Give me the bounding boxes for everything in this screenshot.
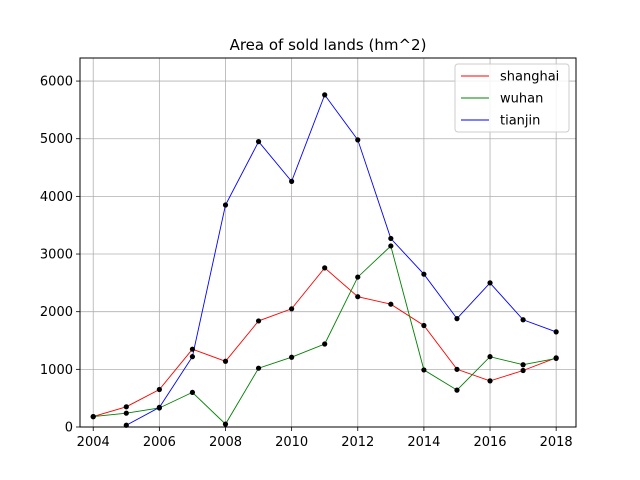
x-axis: 2004 2006 2008 2010 2012 2014 2016 2018 — [77, 427, 573, 450]
data-point-shanghai — [520, 367, 526, 374]
y-tick-label: 6000 — [40, 75, 73, 90]
data-point-shanghai — [289, 306, 295, 312]
y-axis: 0 1000 2000 3000 4000 5000 6000 — [40, 75, 80, 436]
data-point-tianjin — [553, 329, 559, 335]
data-point-wuhan — [322, 341, 328, 347]
data-point-tianjin — [255, 139, 262, 145]
series-markers — [90, 92, 559, 428]
data-point-wuhan — [421, 367, 427, 373]
data-point-wuhan — [520, 362, 526, 368]
data-point-shanghai — [222, 358, 229, 364]
data-point-tianjin — [289, 178, 295, 184]
x-tick-label: 2010 — [275, 435, 308, 450]
chart-title: Area of sold lands (hm^2) — [230, 36, 427, 54]
data-point-wuhan — [355, 274, 361, 280]
legend-label-tianjin: tianjin — [500, 114, 540, 129]
x-tick-label: 2004 — [77, 435, 110, 450]
data-point-wuhan — [388, 243, 394, 249]
legend: shanghai wuhan tianjin — [454, 63, 570, 133]
y-tick-label: 3000 — [40, 248, 73, 263]
x-tick-label: 2016 — [473, 435, 506, 450]
data-point-tianjin — [156, 404, 162, 410]
series-line-tianjin — [126, 93, 557, 426]
legend-label-wuhan: wuhan — [500, 92, 543, 107]
data-point-shanghai — [123, 404, 129, 410]
series-line-wuhan — [93, 245, 557, 425]
data-point-shanghai — [255, 318, 262, 324]
data-point-shanghai — [156, 386, 162, 393]
data-point-wuhan — [553, 355, 559, 361]
data-point-shanghai — [355, 294, 361, 300]
grid-lines — [80, 58, 576, 428]
data-point-tianjin — [421, 271, 427, 277]
data-point-tianjin — [222, 202, 229, 208]
legend-box — [454, 63, 570, 133]
y-tick-label: 2000 — [40, 305, 73, 320]
y-tick-label: 5000 — [40, 132, 73, 147]
y-tick-label: 1000 — [40, 363, 73, 378]
data-point-wuhan — [189, 389, 196, 396]
data-point-shanghai — [388, 301, 394, 307]
x-tick-label: 2008 — [209, 435, 242, 450]
data-point-shanghai — [189, 346, 196, 352]
x-tick-label: 2012 — [341, 435, 374, 450]
data-point-shanghai — [487, 378, 493, 384]
data-point-shanghai — [421, 322, 427, 329]
data-point-wuhan — [454, 387, 460, 393]
data-point-tianjin — [322, 92, 328, 98]
data-point-tianjin — [388, 235, 394, 242]
y-tick-label: 4000 — [40, 190, 73, 205]
data-point-shanghai — [322, 265, 328, 271]
data-point-tianjin — [487, 280, 493, 286]
x-tick-label: 2006 — [143, 435, 176, 450]
legend-label-shanghai: shanghai — [500, 70, 559, 85]
data-point-tianjin — [520, 317, 526, 323]
data-point-shanghai — [454, 366, 460, 372]
x-tick-label: 2018 — [540, 435, 573, 450]
data-point-wuhan — [90, 414, 96, 420]
x-tick-label: 2014 — [407, 435, 440, 450]
data-point-wuhan — [487, 354, 493, 360]
plot-frame — [79, 57, 577, 428]
data-point-wuhan — [255, 365, 262, 371]
y-tick-label: 0 — [65, 421, 73, 436]
data-point-tianjin — [355, 137, 361, 143]
data-point-wuhan — [222, 421, 229, 427]
data-point-tianjin — [454, 316, 460, 322]
series-lines — [93, 93, 557, 426]
data-point-wuhan — [123, 410, 129, 416]
data-point-tianjin — [189, 354, 196, 360]
data-point-wuhan — [289, 354, 295, 360]
